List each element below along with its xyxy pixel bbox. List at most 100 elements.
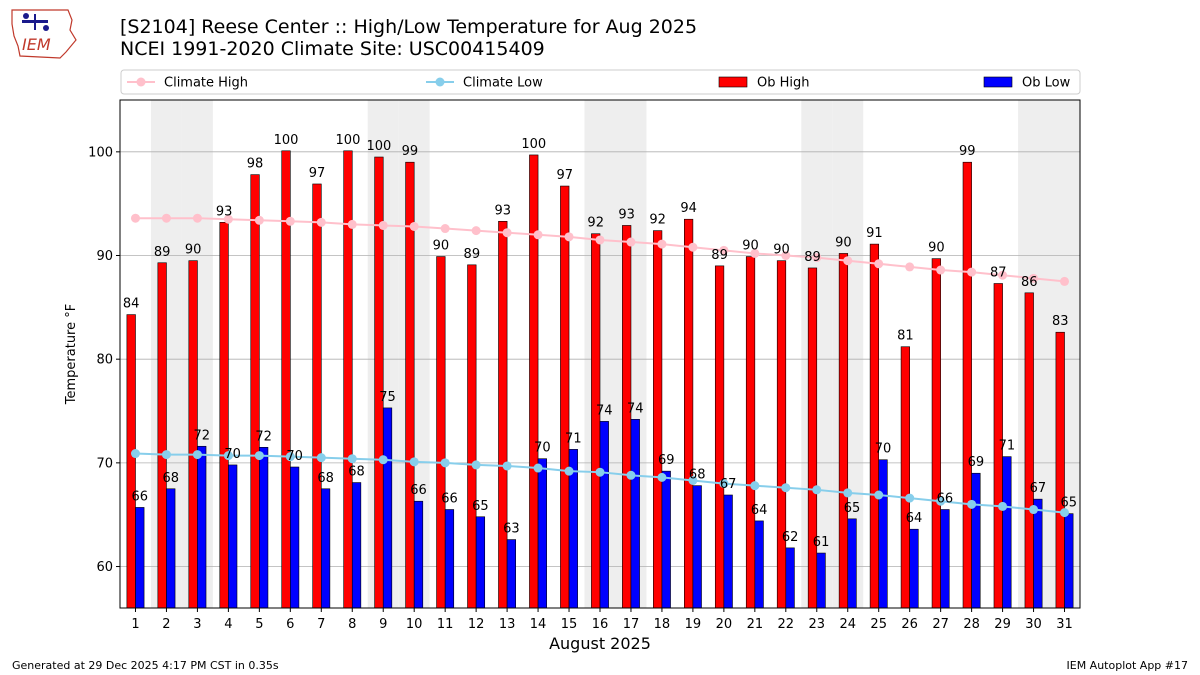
ob-high-bar — [869, 243, 880, 609]
ob-low-bar — [413, 500, 424, 609]
ob-low-label: 66 — [410, 483, 427, 498]
app-note: IEM Autoplot App #17 — [1066, 659, 1189, 672]
climate-high-point — [347, 219, 357, 229]
ob-high-bar — [745, 256, 756, 609]
ob-high-label: 81 — [897, 329, 914, 344]
ob-low-label: 70 — [224, 447, 241, 462]
x-tick-label: 22 — [778, 617, 795, 632]
ob-high-label: 97 — [556, 168, 573, 183]
x-tick-label: 15 — [561, 617, 578, 632]
ob-low-bar — [878, 459, 888, 609]
ob-low-bar — [630, 419, 640, 609]
ob-high-label: 92 — [649, 213, 666, 228]
climate-high-point — [378, 220, 388, 230]
ob-high-bar — [684, 218, 694, 609]
climate-low-point — [812, 485, 822, 495]
ob-high-bar — [529, 154, 539, 609]
ob-low-bar — [228, 464, 238, 609]
climate-low-point — [378, 455, 388, 465]
ob-high-bar — [807, 267, 818, 609]
ob-high-label: 93 — [495, 203, 512, 218]
ob-high-label: 84 — [123, 297, 140, 312]
climate-high-point — [843, 256, 853, 266]
ob-low-bar — [1064, 513, 1074, 609]
climate-lines — [130, 213, 1070, 518]
iem-logo: IEM — [11, 9, 77, 59]
ob-low-label: 64 — [751, 503, 768, 518]
x-tick-label: 19 — [685, 617, 702, 632]
ob-high-bar — [900, 346, 910, 609]
climate-high-point — [750, 248, 760, 258]
ob-high-bar — [1024, 292, 1034, 609]
climate-low-point — [161, 450, 171, 460]
y-tick-label: 90 — [96, 249, 113, 264]
ob-low-label: 67 — [1030, 481, 1047, 496]
ob-high-label: 94 — [680, 201, 697, 216]
ob-high-bar — [343, 150, 353, 609]
ob-high-bar — [219, 222, 229, 609]
climate-low-point — [967, 499, 977, 509]
climate-low-point — [998, 501, 1008, 511]
ob-high-bar — [591, 233, 601, 609]
ob-low-label: 66 — [441, 492, 458, 507]
ob-low-bar — [940, 509, 950, 609]
ob-low-label: 67 — [720, 477, 737, 492]
ob-high-label: 86 — [1021, 275, 1038, 290]
climate-high-point — [998, 270, 1008, 280]
climate-high-point — [130, 213, 140, 223]
ob-high-label: 93 — [618, 207, 635, 222]
ob-high-label: 90 — [835, 235, 852, 250]
climate-high-point — [874, 259, 884, 269]
ob-low-label: 61 — [813, 535, 830, 550]
legend-climate-low-label: Climate Low — [463, 76, 543, 91]
ob-low-label: 72 — [255, 429, 272, 444]
ob-low-bar — [847, 518, 857, 609]
climate-low-point — [192, 450, 202, 460]
ob-high-bar — [776, 260, 787, 609]
ob-low-label: 65 — [844, 501, 861, 516]
chart-title-line2: NCEI 1991-2020 Climate Site: USC00415409 — [120, 38, 545, 60]
x-tick-label: 24 — [839, 617, 856, 632]
x-tick-label: 6 — [286, 617, 294, 632]
ob-low-bar — [259, 447, 269, 609]
legend: Climate High Climate Low Ob High Ob Low — [120, 69, 1081, 95]
ob-high-bar — [498, 220, 508, 609]
climate-low-point — [409, 457, 419, 467]
ob-high-label: 90 — [185, 243, 202, 258]
y-axis-label: Temperature °F — [64, 304, 79, 405]
ob-low-bar — [382, 407, 393, 609]
x-tick-label: 26 — [901, 617, 918, 632]
x-tick-label: 7 — [317, 617, 325, 632]
x-tick-label: 10 — [406, 617, 423, 632]
y-tick-label: 80 — [96, 353, 113, 368]
climate-low-point — [719, 479, 729, 489]
climate-low-point — [254, 451, 264, 461]
ob-high-bar — [436, 256, 446, 609]
climate-low-point — [595, 467, 605, 477]
x-tick-label: 20 — [716, 617, 733, 632]
ob-low-label: 68 — [689, 468, 706, 483]
ob-high-bar — [467, 264, 477, 609]
climate-high-point — [285, 216, 295, 226]
ob-high-label: 100 — [274, 133, 299, 148]
climate-low-point — [626, 470, 636, 480]
ob-high-label: 93 — [216, 204, 233, 219]
bar-labels: 84 66 89 68 90 72 93 70 98 72 100 70 97 68 100 68 100 75 9… — [123, 133, 1077, 550]
ob-low-label: 74 — [627, 401, 644, 416]
climate-low-point — [347, 454, 357, 464]
climate-high-point — [564, 232, 574, 242]
ob-high-bar — [962, 161, 972, 609]
ob-high-label: 92 — [587, 216, 604, 231]
x-tick-label: 3 — [193, 617, 201, 632]
ob-low-bar — [692, 485, 702, 609]
ob-low-bar — [537, 458, 547, 609]
ob-high-bar — [653, 230, 663, 609]
ob-high-bar — [931, 258, 941, 609]
climate-low-point — [533, 463, 543, 473]
x-axis-label: August 2025 — [549, 634, 651, 653]
x-tick-label: 1 — [131, 617, 139, 632]
ob-high-label: 89 — [154, 245, 171, 260]
ob-low-bar — [475, 516, 486, 609]
ob-high-bar — [126, 314, 136, 609]
